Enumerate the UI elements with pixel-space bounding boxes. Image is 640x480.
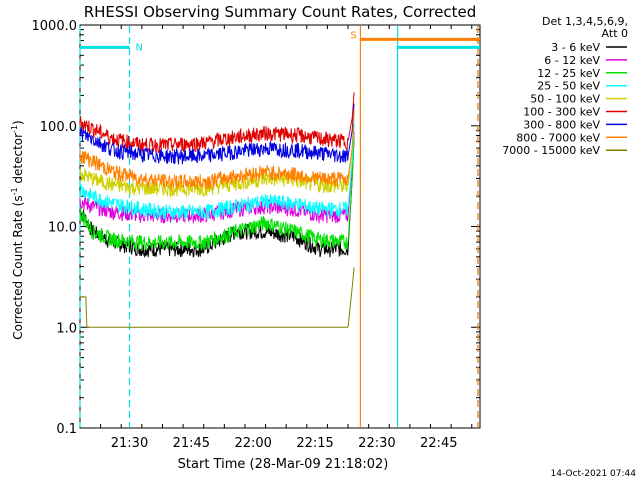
chart-title: RHESSI Observing Summary Count Rates, Co… bbox=[84, 3, 477, 21]
series-line-9 bbox=[80, 267, 355, 328]
legend-label: 25 - 50 keV bbox=[537, 80, 600, 93]
x-tick-label: 21:45 bbox=[173, 436, 210, 451]
x-tick-label: 22:15 bbox=[296, 436, 333, 451]
saa-bar-label: S bbox=[350, 30, 356, 41]
x-tick-label: 22:00 bbox=[234, 436, 271, 451]
x-tick-labels: 21:30 21:45 22:00 22:15 22:30 22:45 bbox=[111, 436, 458, 451]
legend-label: 50 - 100 keV bbox=[530, 93, 600, 106]
y-tick-labels: 0.1 1.0 10.0 100.0 1000.0 bbox=[32, 19, 78, 437]
series-line-2 bbox=[79, 131, 355, 224]
legend-label: 800 - 7000 keV bbox=[516, 131, 600, 144]
x-tick-label: 21:30 bbox=[111, 436, 148, 451]
legend-label: 100 - 300 keV bbox=[523, 106, 600, 119]
series-line-4 bbox=[79, 123, 355, 221]
x-axis-label: Start Time (28-Mar-09 21:18:02) bbox=[178, 457, 389, 472]
time-markers: NS bbox=[79, 26, 480, 427]
y-axis-label-sup2: -1 bbox=[10, 125, 19, 133]
series-line-3 bbox=[79, 137, 355, 251]
legend-header-line2: Att 0 bbox=[602, 27, 628, 40]
y-axis-label-sup1: -1 bbox=[10, 187, 19, 195]
night-bar-label: N bbox=[135, 42, 142, 53]
y-tick-label: 10.0 bbox=[48, 221, 77, 236]
x-tick-label: 22:30 bbox=[358, 436, 395, 451]
y-tick-label: 0.1 bbox=[56, 422, 77, 437]
legend-label: 3 - 6 keV bbox=[551, 41, 600, 54]
plot-frame bbox=[79, 24, 481, 429]
legend-header-line1: Det 1,3,4,5,6,9, bbox=[542, 15, 628, 28]
series-group bbox=[79, 92, 355, 328]
x-tick-label: 22:45 bbox=[420, 436, 457, 451]
legend-label: 300 - 800 keV bbox=[523, 118, 600, 131]
series-line-6 bbox=[79, 92, 355, 154]
y-axis-label: Corrected Count Rate (s-1 detector-1) bbox=[10, 120, 25, 339]
legend-label: 7000 - 15000 keV bbox=[502, 144, 600, 157]
y-axis-label-part2: detector bbox=[11, 133, 25, 188]
legend-label: 12 - 25 keV bbox=[537, 67, 600, 80]
axes bbox=[79, 24, 481, 429]
legend-label: 6 - 12 keV bbox=[544, 54, 600, 67]
y-axis-label-part3: ) bbox=[11, 120, 25, 125]
y-tick-label: 100.0 bbox=[40, 120, 77, 135]
y-axis-label-part1: Corrected Count Rate (s bbox=[11, 195, 25, 339]
series-line-7 bbox=[79, 103, 355, 165]
footer-timestamp: 14-Oct-2021 07:44 bbox=[551, 469, 637, 479]
series-line-8 bbox=[79, 109, 355, 191]
y-tick-label: 1.0 bbox=[56, 321, 77, 336]
y-tick-label: 1000.0 bbox=[32, 19, 78, 34]
